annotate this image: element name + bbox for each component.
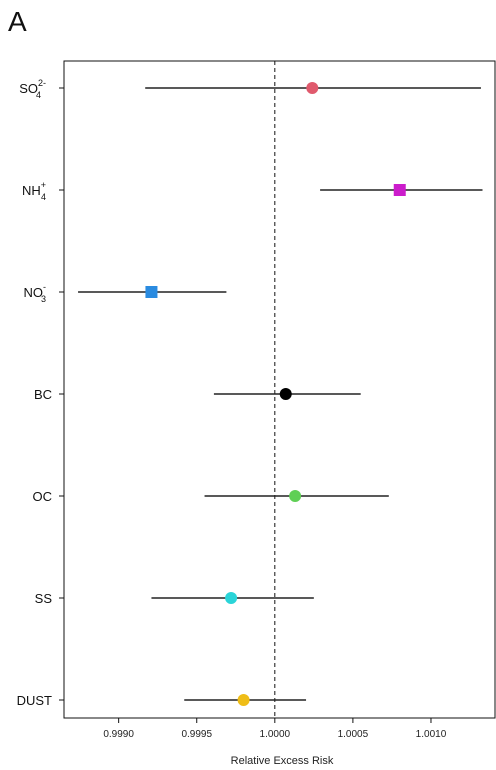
y-category-label: SS [35,591,53,606]
point-estimate [393,184,406,196]
y-category-label: SO2-4 [19,78,46,100]
panel-label: A [8,6,27,37]
point-estimate [279,388,292,400]
y-category-label: OC [33,489,53,504]
point-estimate [237,694,250,706]
y-category-label: NO-3 [23,282,46,304]
y-category-label: DUST [17,693,52,708]
point-estimate [306,82,319,94]
x-tick-label: 1.0000 [260,729,291,740]
x-tick-label: 0.9995 [181,729,212,740]
point-estimate [289,490,302,502]
point-estimate [145,286,158,298]
plot-frame [63,60,496,719]
x-tick-label: 1.0005 [338,729,369,740]
x-axis-title: Relative Excess Risk [231,755,334,767]
x-tick-label: 0.9990 [103,729,134,740]
y-category-label: BC [34,387,52,402]
chart-marks: 0.9990 0.9995 1.0000 1.0005 1.0010 SO2-4 NH+ 4 N… [17,61,483,740]
point-estimate [225,592,238,604]
x-tick-label: 1.0010 [416,729,447,740]
y-category-label: NH+ 4 [22,180,46,202]
